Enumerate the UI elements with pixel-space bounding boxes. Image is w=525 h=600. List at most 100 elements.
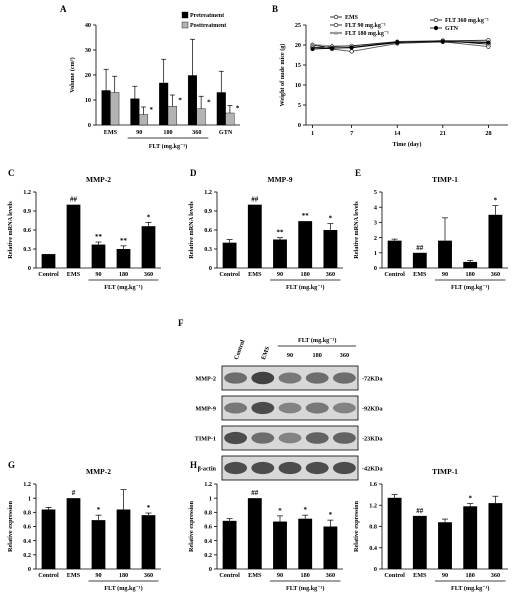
y-tick-label: 0.8 (23, 510, 31, 517)
x-tick-label: 90 (277, 271, 283, 278)
y-tick-label: 0.3 (23, 246, 31, 253)
y-tick-label: 0.2 (204, 552, 212, 559)
y-tick-label: 0.6 (23, 227, 31, 234)
significance-label: ** (120, 237, 128, 245)
significance-label: ** (302, 212, 310, 220)
bar (387, 497, 402, 569)
significance-label: ## (251, 196, 259, 204)
y-tick-label: 0 (374, 566, 377, 573)
chart-title: TIMP-1 (432, 467, 458, 476)
lane-label: 360 (340, 352, 349, 359)
panel-letter: F (178, 318, 184, 328)
legend-marker (333, 22, 339, 28)
blot-band (332, 402, 356, 414)
x-tick-label: 180 (466, 572, 475, 579)
significance-label: * (178, 96, 182, 104)
y-tick-label: 1.2 (369, 502, 377, 509)
panel-letter: B (272, 4, 278, 14)
y-tick-label: 1.2 (204, 481, 212, 488)
lane-label: 180 (313, 352, 322, 359)
significance-label: * (329, 215, 333, 223)
blot-band (278, 461, 302, 475)
y-axis-label: Volume (cm³) (69, 57, 76, 92)
significance-label: ## (70, 196, 78, 204)
y-tick-label: 20 (295, 42, 301, 49)
blot-band (305, 432, 329, 444)
chart-title: TIMP-1 (432, 175, 458, 184)
bar (159, 82, 169, 126)
blot-band (251, 432, 275, 444)
x-tick-label: 180 (466, 271, 475, 278)
y-tick-label: 4 (374, 204, 377, 211)
legend-label: FLT 180 mg.kg⁻¹ (345, 31, 389, 37)
x-tick-label: 180 (301, 271, 310, 278)
x-tick-label: Control (384, 271, 405, 278)
legend-marker (333, 14, 339, 20)
significance-label: * (278, 507, 282, 515)
data-point (349, 49, 354, 54)
bar (110, 92, 120, 126)
legend-swatch (181, 11, 189, 19)
y-tick-label: 0 (374, 265, 377, 272)
blot-band (305, 372, 329, 384)
x-tick-label: 360 (144, 572, 153, 579)
x-tick-label: 1 (311, 130, 314, 137)
bar (216, 92, 226, 126)
y-tick-label: 5 (298, 102, 301, 109)
blot-band (251, 461, 275, 475)
protein-label: β-actin (198, 466, 217, 473)
bar (141, 515, 156, 569)
bar (463, 261, 478, 268)
y-tick-label: 40 (85, 22, 91, 29)
bar (247, 204, 262, 268)
bar (66, 204, 81, 268)
legend-marker (334, 30, 338, 35)
significance-label: * (303, 506, 307, 514)
blot-band (224, 431, 248, 445)
bar (222, 242, 237, 268)
x-tick-label: EMS (104, 129, 118, 136)
y-tick-label: 0.6 (204, 227, 212, 234)
group-label: FLT (mg.kg⁻¹) (451, 585, 489, 592)
x-tick-label: Control (38, 572, 59, 579)
x-tick-label: 28 (485, 130, 491, 137)
group-label: FLT (mg.kg⁻¹) (298, 337, 336, 344)
molecular-weight-label: -23KDa (362, 436, 383, 443)
bar (138, 114, 149, 126)
significance-label: * (147, 213, 151, 221)
significance-label: * (150, 106, 154, 114)
x-tick-label: GTN (219, 129, 233, 136)
y-tick-label: 15 (295, 62, 301, 69)
molecular-weight-label: -92KDa (362, 406, 383, 413)
panel-letter: D (190, 168, 197, 178)
blot-band (251, 401, 275, 415)
blot-band (224, 461, 248, 475)
y-axis-label: Relative expression (7, 500, 14, 551)
legend-marker (433, 25, 439, 31)
significance-label: * (468, 495, 472, 503)
x-tick-label: EMS (248, 572, 262, 579)
bar (488, 214, 503, 268)
data-point (486, 40, 491, 45)
y-tick-label: 5 (374, 189, 377, 196)
x-tick-label: 360 (491, 271, 500, 278)
y-tick-label: 0.4 (369, 545, 377, 552)
x-tick-label: EMS (248, 271, 262, 278)
significance-label: * (207, 98, 211, 106)
y-tick-label: 2 (374, 235, 377, 242)
bar (323, 230, 338, 268)
panel-I: ITIMP-100.40.81.21.6Control##EMS90*18036… (353, 460, 508, 592)
x-axis-label: Time (day) (393, 141, 422, 148)
significance-label: ** (95, 233, 103, 241)
series-line (312, 39, 489, 49)
y-tick-label: 0 (88, 122, 91, 129)
x-tick-label: 90 (442, 572, 448, 579)
group-label: FLT (mg.kg⁻¹) (286, 585, 324, 592)
x-tick-label: 360 (326, 271, 335, 278)
bar (412, 515, 427, 569)
x-tick-label: 90 (95, 572, 101, 579)
significance-label: * (97, 506, 101, 514)
x-tick-label: Control (38, 271, 59, 278)
data-point (310, 46, 315, 52)
bar (101, 90, 111, 126)
